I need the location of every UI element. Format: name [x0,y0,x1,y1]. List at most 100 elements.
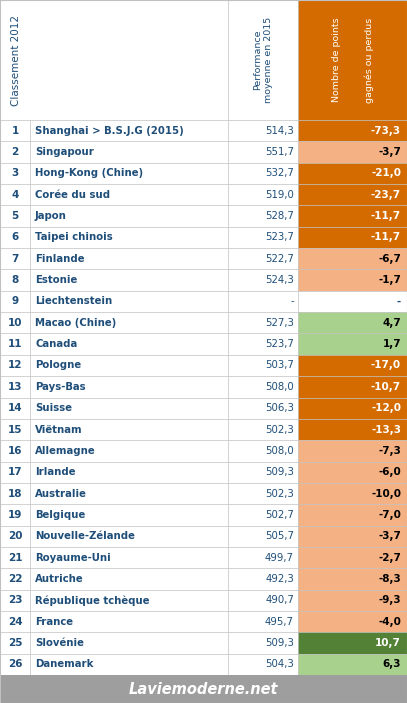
Bar [298,611,407,632]
Text: -2,7: -2,7 [378,553,401,562]
Bar [30,462,228,483]
Bar [228,269,298,291]
Text: Suisse: Suisse [35,404,72,413]
Bar [298,355,407,376]
Bar [30,291,228,312]
Text: 8: 8 [11,275,19,285]
Text: 508,0: 508,0 [265,446,294,456]
Text: 551,7: 551,7 [265,147,294,157]
Bar [298,526,407,547]
Text: gagnés ou perdus: gagnés ou perdus [364,18,374,103]
Text: 17: 17 [8,467,22,477]
Bar [30,184,228,205]
Text: 527,3: 527,3 [265,318,294,328]
Bar [0,376,30,397]
Bar [30,205,228,227]
Bar [298,397,407,419]
Text: Japon: Japon [35,211,67,221]
Text: 14: 14 [8,404,22,413]
Text: 5: 5 [11,211,19,221]
Bar [228,376,298,397]
Text: Danemark: Danemark [35,659,94,669]
Text: 523,7: 523,7 [265,339,294,349]
Bar [228,504,298,526]
Bar [228,162,298,184]
Text: -21,0: -21,0 [371,168,401,179]
Bar [30,120,228,141]
Bar [298,462,407,483]
Bar [298,120,407,141]
Bar [0,227,30,248]
Bar [0,632,30,654]
Bar [298,547,407,568]
Text: Allemagne: Allemagne [35,446,96,456]
Text: 7: 7 [11,254,19,264]
Text: 20: 20 [8,531,22,541]
Bar [228,120,298,141]
Bar [228,184,298,205]
Text: -: - [397,297,401,307]
Bar [30,483,228,504]
Bar [298,162,407,184]
Bar [228,419,298,440]
Bar [298,483,407,504]
Bar [30,355,228,376]
Bar [298,269,407,291]
Text: -12,0: -12,0 [371,404,401,413]
Text: -73,3: -73,3 [371,126,401,136]
Text: Pays-Bas: Pays-Bas [35,382,85,392]
Bar [0,483,30,504]
Text: Nouvelle-Zélande: Nouvelle-Zélande [35,531,135,541]
Text: 12: 12 [8,361,22,370]
Text: 21: 21 [8,553,22,562]
Text: -3,7: -3,7 [378,147,401,157]
Bar [0,248,30,269]
Bar [298,184,407,205]
Text: -23,7: -23,7 [371,190,401,200]
Text: 13: 13 [8,382,22,392]
Text: Hong-Kong (Chine): Hong-Kong (Chine) [35,168,143,179]
Bar [298,333,407,355]
Bar [298,291,407,312]
Text: 6: 6 [11,233,19,243]
Bar [0,312,30,333]
Text: 499,7: 499,7 [265,553,294,562]
Text: 502,7: 502,7 [265,510,294,520]
Bar [298,654,407,675]
Text: 1,7: 1,7 [382,339,401,349]
Bar [298,419,407,440]
Text: 492,3: 492,3 [265,574,294,584]
Bar [30,568,228,590]
Text: -10,0: -10,0 [371,489,401,498]
Text: 10,7: 10,7 [375,638,401,648]
Bar [228,205,298,227]
Bar [0,162,30,184]
Bar [0,526,30,547]
Text: 503,7: 503,7 [265,361,294,370]
Text: -1,7: -1,7 [378,275,401,285]
Text: 490,7: 490,7 [265,595,294,605]
Text: 19: 19 [8,510,22,520]
Bar [298,376,407,397]
Bar [30,632,228,654]
Text: 495,7: 495,7 [265,617,294,626]
Text: France: France [35,617,73,626]
Text: 509,3: 509,3 [265,467,294,477]
Bar [298,440,407,462]
Bar [30,248,228,269]
Bar [228,547,298,568]
Bar [228,0,298,120]
Bar [0,141,30,162]
Bar [228,462,298,483]
Text: Taipei chinois: Taipei chinois [35,233,113,243]
Bar [228,440,298,462]
Text: -13,3: -13,3 [371,425,401,434]
Bar [0,291,30,312]
Bar [0,333,30,355]
Bar [228,312,298,333]
Bar [0,462,30,483]
Text: 532,7: 532,7 [265,168,294,179]
Text: -6,7: -6,7 [378,254,401,264]
Bar [228,590,298,611]
Bar [228,526,298,547]
